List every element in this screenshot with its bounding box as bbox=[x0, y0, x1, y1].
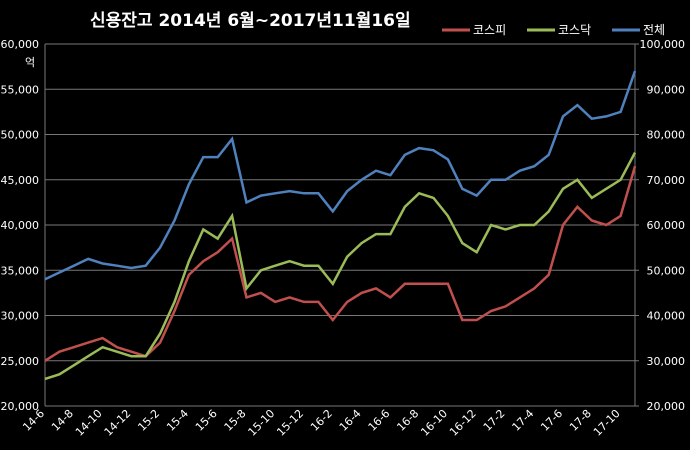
y-tick-label: 50,000 bbox=[1, 129, 40, 142]
y2-tick-label: 50,000 bbox=[647, 264, 686, 277]
legend-label: 코스닥 bbox=[558, 23, 591, 37]
y2-tick-label: 100,000 bbox=[640, 38, 686, 51]
y2-tick-label: 60,000 bbox=[647, 219, 686, 232]
y2-tick-label: 20,000 bbox=[647, 400, 686, 413]
y2-tick-label: 90,000 bbox=[647, 83, 686, 96]
line-series bbox=[44, 152, 637, 381]
y-tick-label: 20,000 bbox=[1, 400, 40, 413]
y-tick-label: 25,000 bbox=[1, 355, 40, 368]
y2-tick-label: 40,000 bbox=[647, 310, 686, 323]
y-unit: 억 bbox=[25, 56, 35, 69]
y2-tick-label: 80,000 bbox=[647, 129, 686, 142]
y-tick-label: 30,000 bbox=[1, 310, 40, 323]
y-tick-label: 40,000 bbox=[1, 219, 40, 232]
y2-tick-label: 70,000 bbox=[647, 174, 686, 187]
legend-label: 전체 bbox=[643, 23, 665, 37]
y-tick-label: 60,000 bbox=[1, 38, 40, 51]
y-tick-label: 45,000 bbox=[1, 174, 40, 187]
legend-label: 코스피 bbox=[473, 23, 506, 37]
y-tick-label: 35,000 bbox=[1, 264, 40, 277]
line-series bbox=[44, 70, 637, 281]
chart-title: 신용잔고 2014년 6월~2017년11월16일 bbox=[90, 11, 411, 31]
y-tick-label: 55,000 bbox=[1, 83, 40, 96]
y2-tick-label: 30,000 bbox=[647, 355, 686, 368]
